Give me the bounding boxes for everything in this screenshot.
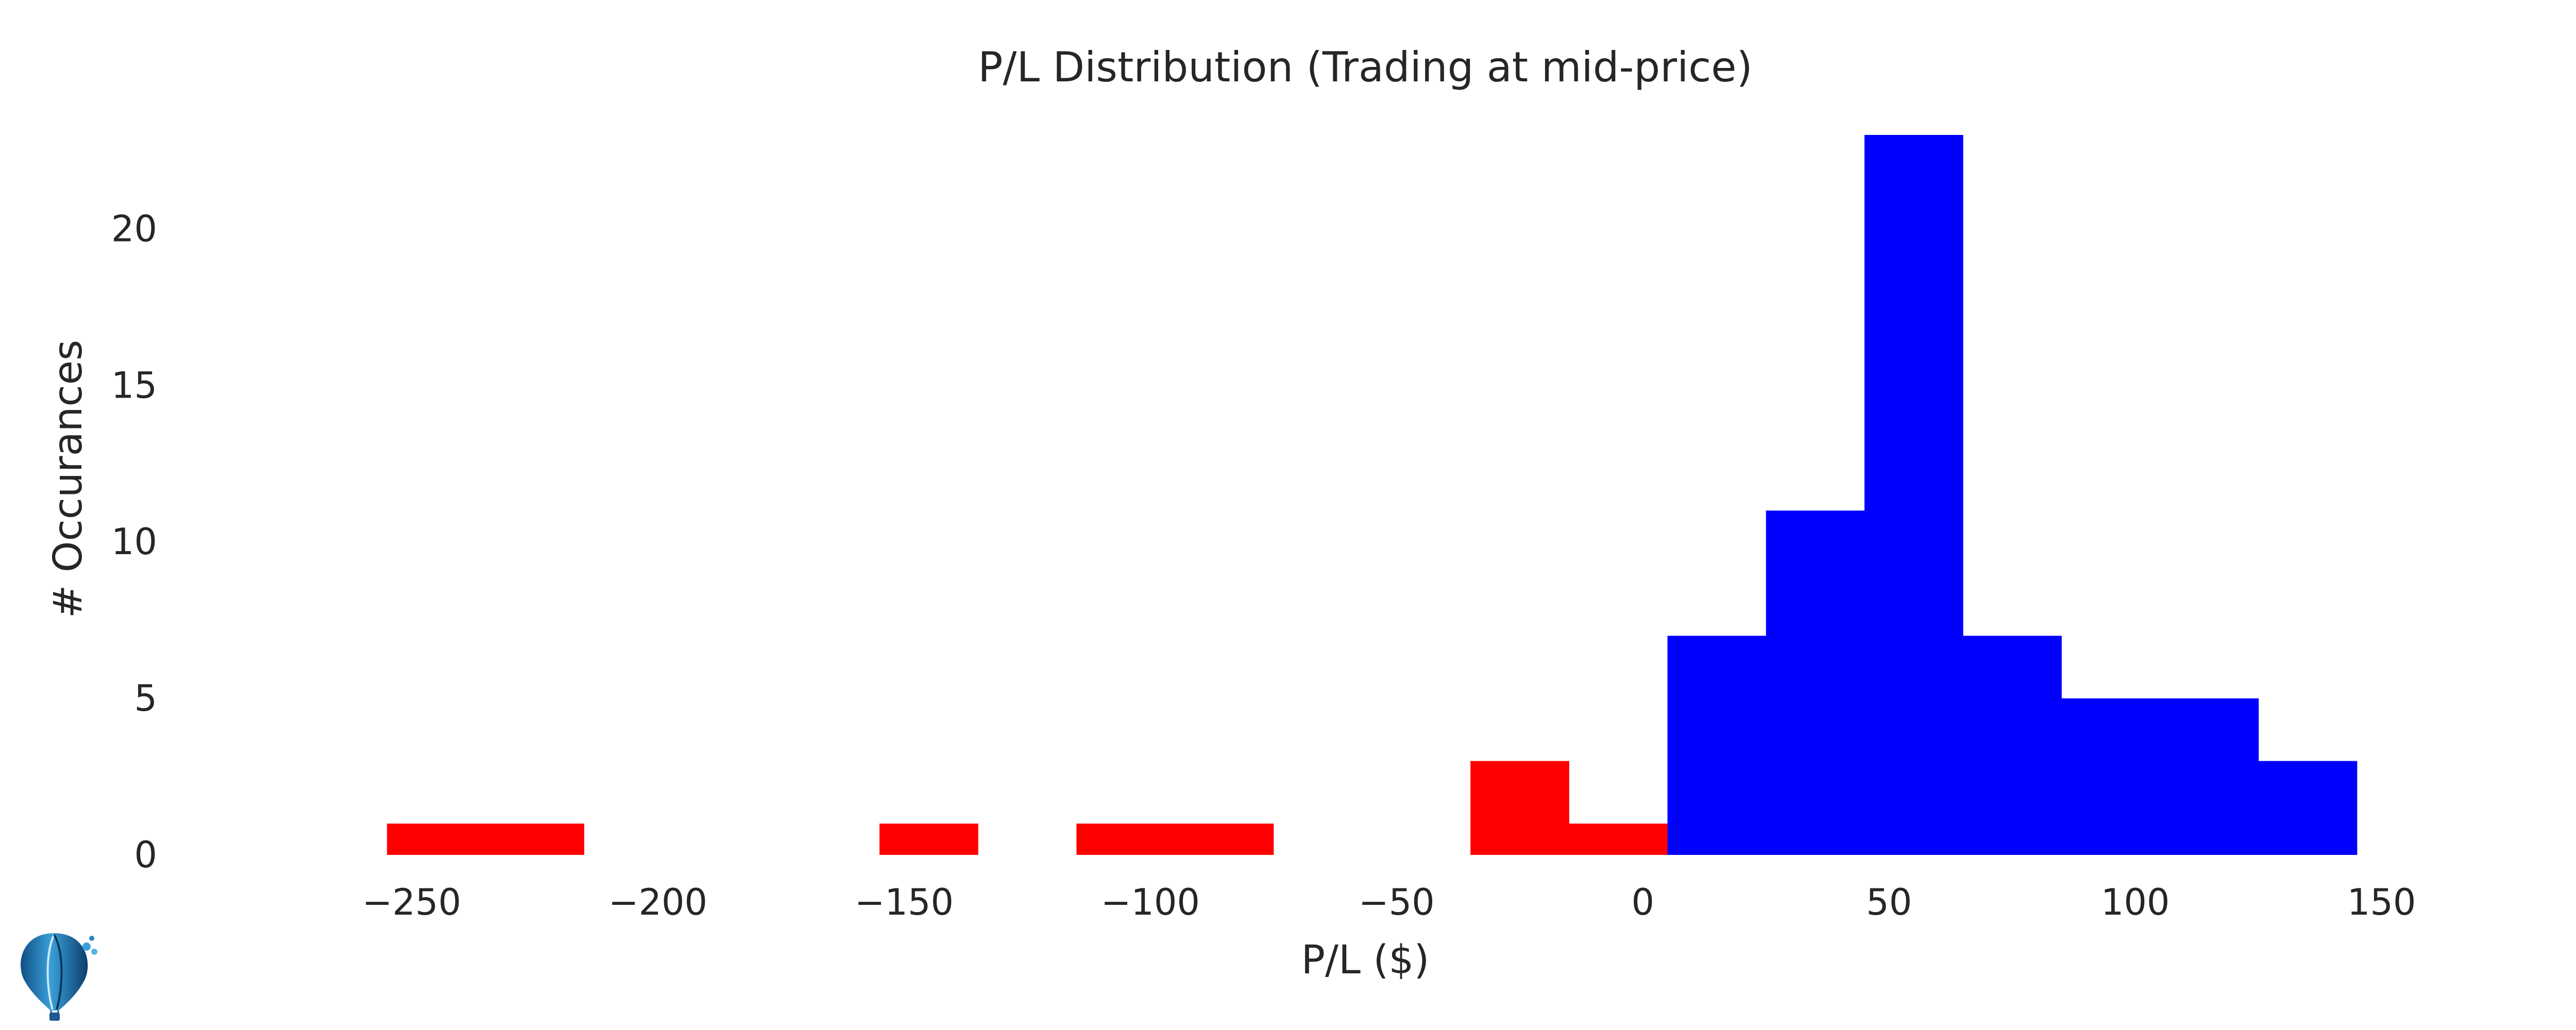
histogram-bar-loss-5 [1470, 761, 1569, 855]
x-axis-label: P/L ($) [1301, 937, 1430, 983]
histogram-bar-loss-0 [387, 823, 486, 855]
histogram-bar-profit-13 [2258, 761, 2358, 855]
y-axis-ticks: 0 5 10 15 20 [111, 208, 157, 876]
histogram-bar-profit-7 [1667, 636, 1767, 855]
x-tick-label: −250 [362, 881, 461, 923]
chart-title: P/L Distribution (Trading at mid-price) [978, 43, 1752, 91]
x-tick-label: 50 [1866, 881, 1912, 923]
y-axis-label: # Occurances [45, 340, 91, 619]
x-tick-label: 0 [1631, 881, 1654, 923]
y-tick-label: 15 [111, 364, 157, 406]
y-tick-label: 10 [111, 521, 157, 563]
histogram-bar-profit-11 [2061, 698, 2160, 855]
histogram-bar-loss-4 [1175, 823, 1274, 855]
histogram-bar-profit-8 [1766, 510, 1865, 855]
x-tick-label: −50 [1359, 881, 1435, 923]
histogram-bar-loss-6 [1569, 823, 1668, 855]
histogram-bar-loss-1 [485, 823, 585, 855]
y-tick-label: 0 [134, 834, 157, 876]
x-tick-label: −200 [608, 881, 707, 923]
x-tick-label: −150 [855, 881, 954, 923]
y-tick-label: 5 [134, 677, 157, 719]
x-axis-ticks: −250 −200 −150 −100 −50 0 50 100 150 [362, 881, 2416, 923]
x-tick-label: 100 [2101, 881, 2170, 923]
histogram-bar-loss-2 [879, 823, 978, 855]
histogram-bar-profit-12 [2160, 698, 2259, 855]
y-tick-label: 20 [111, 208, 157, 250]
x-tick-label: 150 [2347, 881, 2416, 923]
hot-air-balloon-icon [21, 933, 97, 1021]
histogram-bars [387, 135, 2358, 855]
histogram-bar-loss-3 [1076, 823, 1176, 855]
x-tick-label: −100 [1101, 881, 1200, 923]
histogram-bar-profit-9 [1864, 135, 1963, 855]
histogram-bar-profit-10 [1963, 636, 2062, 855]
